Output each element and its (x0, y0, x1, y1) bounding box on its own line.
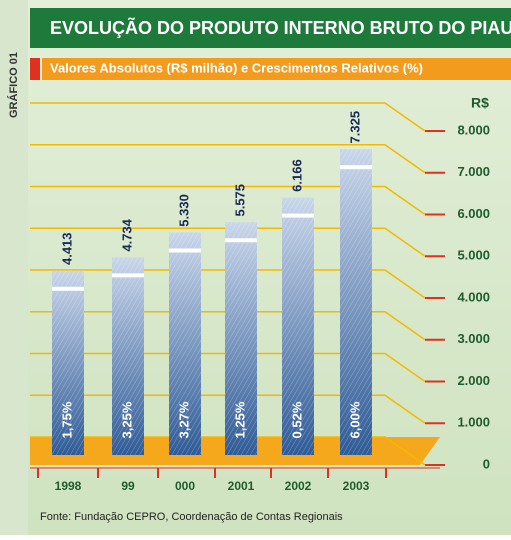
y-tick-label: 0 (483, 456, 490, 471)
grid-line (30, 394, 426, 424)
grid-line (30, 269, 426, 299)
x-tick-label: 2002 (285, 479, 312, 493)
value-label: 5.330 (176, 194, 191, 227)
y-tick-label: 3.000 (457, 331, 490, 346)
value-label: 4.734 (119, 218, 134, 251)
bar-band (112, 273, 144, 278)
bar-band (340, 165, 372, 170)
y-tick-label: 7.000 (457, 164, 490, 179)
bar-hatch (225, 222, 257, 455)
y-tick-label: 5.000 (457, 248, 490, 263)
y-axis-label: R$ (471, 95, 489, 111)
grid-line (30, 102, 426, 132)
bar-hatch (52, 270, 84, 455)
bar-band (169, 248, 201, 253)
bar-band (282, 213, 314, 218)
x-tick-label: 2003 (343, 479, 370, 493)
y-tick-label: 6.000 (457, 206, 490, 221)
subtitle-marker (30, 58, 40, 80)
growth-label: 3,27% (176, 401, 191, 438)
subtitle-bar (42, 58, 511, 80)
bar-hatch (340, 149, 372, 455)
bar-hatch (169, 232, 201, 455)
value-label: 5.575 (232, 184, 247, 217)
grid-line (30, 144, 426, 174)
grid-line (30, 185, 426, 216)
value-label: 6.166 (289, 159, 304, 192)
x-tick-label: 1998 (55, 479, 82, 493)
growth-label: 6,00% (347, 401, 362, 438)
value-label: 7.325 (347, 111, 362, 144)
y-tick-label: 1.000 (457, 415, 490, 430)
y-tick-label: 8.000 (457, 122, 490, 137)
bar-band (225, 238, 257, 243)
source: Fonte: Fundação CEPRO, Coordenação de Co… (40, 511, 343, 523)
growth-label: 1,25% (232, 401, 247, 438)
y-tick-label: 4.000 (457, 289, 490, 304)
subtitle: Valores Absolutos (R$ milhão) e Crescime… (50, 60, 423, 75)
x-tick-label: 99 (121, 479, 135, 493)
x-tick-label: 000 (175, 479, 195, 493)
grid-line (30, 227, 426, 257)
chart-title: EVOLUÇÃO DO PRODUTO INTERNO BRUTO DO PIA… (50, 17, 511, 38)
y-tick-label: 2.000 (457, 373, 490, 388)
bar-hatch (112, 257, 144, 455)
bar-band (52, 286, 84, 291)
bar-hatch (282, 197, 314, 455)
growth-label: 1,75% (59, 401, 74, 438)
title-bar (30, 8, 511, 48)
grid-line (30, 311, 426, 341)
value-label: 4.413 (59, 232, 74, 265)
x-tick-label: 2001 (228, 479, 255, 493)
grid-line (30, 352, 426, 383)
growth-label: 3,25% (119, 401, 134, 438)
growth-label: 0,52% (289, 401, 304, 438)
grid-line (30, 436, 426, 466)
side-label: GRÁFICO 01 (7, 52, 20, 118)
